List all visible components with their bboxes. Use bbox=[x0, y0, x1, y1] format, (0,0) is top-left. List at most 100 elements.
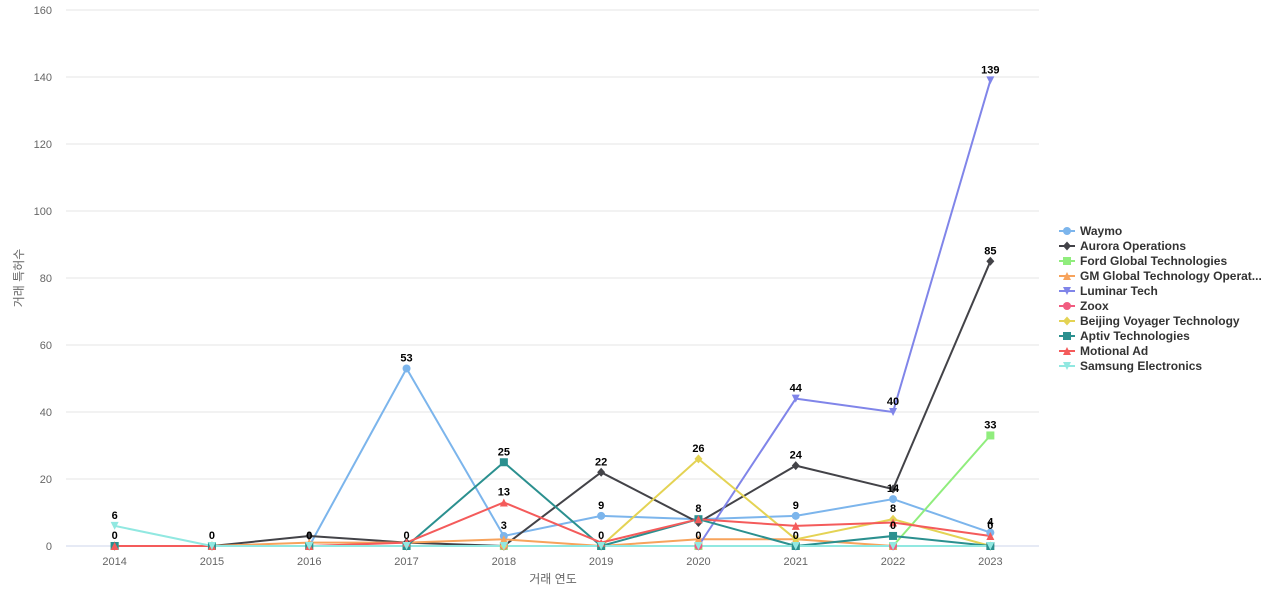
x-tick-label: 2021 bbox=[784, 556, 808, 568]
legend-marker-symbol bbox=[1063, 316, 1071, 326]
data-label: 8 bbox=[695, 503, 701, 515]
legend-label: Ford Global Technologies bbox=[1080, 254, 1227, 268]
data-label: 0 bbox=[598, 530, 604, 542]
data-label: 6 bbox=[112, 510, 118, 522]
data-point bbox=[986, 542, 995, 550]
legend-item[interactable]: Motional Ad bbox=[1059, 344, 1148, 358]
y-tick-label: 100 bbox=[34, 206, 52, 218]
data-point bbox=[986, 76, 995, 85]
x-tick-label: 2014 bbox=[102, 556, 126, 568]
y-tick-label: 140 bbox=[34, 72, 52, 84]
data-point bbox=[597, 511, 606, 520]
series-line bbox=[113, 79, 992, 547]
y-tick-label: 80 bbox=[40, 273, 52, 285]
y-tick-label: 120 bbox=[34, 139, 52, 151]
data-point bbox=[305, 531, 314, 541]
data-point bbox=[207, 542, 216, 550]
legend-item[interactable]: Zoox bbox=[1059, 299, 1109, 313]
data-point bbox=[986, 431, 995, 440]
legend-marker-symbol bbox=[1063, 302, 1071, 310]
legend-marker-symbol bbox=[1063, 257, 1071, 265]
legend-item[interactable]: GM Global Technology Operat... bbox=[1059, 269, 1262, 283]
data-point bbox=[499, 458, 508, 467]
legend-label: Beijing Voyager Technology bbox=[1080, 314, 1240, 328]
series-markers bbox=[110, 76, 995, 551]
data-point bbox=[791, 521, 800, 530]
data-point bbox=[791, 461, 800, 471]
data-label: 0 bbox=[695, 530, 701, 542]
data-label: 0 bbox=[793, 530, 799, 542]
data-label: 40 bbox=[887, 396, 899, 408]
data-point bbox=[597, 467, 606, 477]
legend-label: Aptiv Technologies bbox=[1080, 329, 1190, 343]
data-point bbox=[791, 542, 800, 550]
data-point bbox=[889, 484, 898, 494]
legend-marker-symbol bbox=[1063, 287, 1071, 295]
legend-label: Aurora Operations bbox=[1080, 239, 1186, 253]
legend-marker-symbol bbox=[1063, 227, 1071, 235]
legend-item[interactable]: Aurora Operations bbox=[1059, 239, 1186, 253]
data-label: 0 bbox=[890, 520, 896, 532]
data-label: 33 bbox=[984, 419, 996, 431]
x-tick-label: 2018 bbox=[492, 556, 516, 568]
data-label: 0 bbox=[112, 530, 118, 542]
legend-marker-symbol bbox=[1063, 362, 1071, 370]
grid-lines bbox=[66, 9, 1039, 547]
data-label: 53 bbox=[400, 352, 412, 364]
data-label: 4 bbox=[987, 517, 994, 529]
y-tick-label: 160 bbox=[34, 5, 52, 17]
data-point bbox=[110, 521, 119, 530]
legend-item[interactable]: Beijing Voyager Technology bbox=[1059, 314, 1240, 328]
data-point bbox=[694, 454, 703, 464]
data-point bbox=[889, 542, 898, 550]
y-tick-label: 20 bbox=[40, 474, 52, 486]
legend-marker-symbol bbox=[1063, 347, 1071, 355]
legend-item[interactable]: Ford Global Technologies bbox=[1059, 254, 1227, 268]
x-tick-label: 2020 bbox=[686, 556, 710, 568]
data-labels: 53 3 9 9 14 4 22 24 85 0 33 44 40 139 26 8 0 25 0 8 0 0 0 0 13 0 6… bbox=[112, 64, 1000, 542]
legend-item[interactable]: Aptiv Technologies bbox=[1059, 329, 1190, 343]
series-line bbox=[113, 367, 992, 547]
x-axis-title: 거래 연도 bbox=[529, 572, 577, 586]
data-label: 0 bbox=[306, 530, 312, 542]
data-point bbox=[305, 542, 314, 550]
data-label: 24 bbox=[790, 450, 803, 462]
data-label: 14 bbox=[887, 483, 900, 495]
data-point bbox=[791, 534, 800, 544]
x-tick-label: 2019 bbox=[589, 556, 613, 568]
data-point bbox=[402, 542, 411, 550]
data-label: 9 bbox=[793, 500, 799, 512]
x-tick-label: 2017 bbox=[394, 556, 418, 568]
y-tick-label: 60 bbox=[40, 340, 52, 352]
legend-label: Zoox bbox=[1080, 299, 1109, 313]
data-label: 85 bbox=[984, 245, 996, 257]
legend-item[interactable]: Samsung Electronics bbox=[1059, 359, 1202, 373]
data-point bbox=[499, 535, 508, 544]
data-point bbox=[402, 364, 411, 373]
legend-label: Luminar Tech bbox=[1080, 284, 1158, 298]
data-point bbox=[499, 498, 508, 507]
data-label: 44 bbox=[790, 383, 803, 395]
data-label: 0 bbox=[209, 530, 215, 542]
data-point bbox=[694, 515, 703, 524]
data-label: 9 bbox=[598, 500, 604, 512]
data-label: 8 bbox=[890, 503, 896, 515]
series-lines bbox=[113, 79, 992, 547]
x-tick-label: 2022 bbox=[881, 556, 905, 568]
data-point bbox=[791, 511, 800, 520]
legend-item[interactable]: Luminar Tech bbox=[1059, 284, 1158, 298]
y-tick-label: 0 bbox=[46, 541, 52, 553]
y-tick-label: 40 bbox=[40, 407, 52, 419]
data-point bbox=[986, 256, 995, 266]
y-axis-title: 거래 특허수 bbox=[12, 249, 26, 308]
data-label: 25 bbox=[498, 446, 510, 458]
legend-item[interactable]: Waymo bbox=[1059, 224, 1122, 238]
series-line bbox=[113, 524, 992, 547]
legend-marker-symbol bbox=[1063, 241, 1071, 251]
legend-label: Motional Ad bbox=[1080, 344, 1148, 358]
series-line bbox=[113, 260, 992, 547]
legend-label: Waymo bbox=[1080, 224, 1122, 238]
